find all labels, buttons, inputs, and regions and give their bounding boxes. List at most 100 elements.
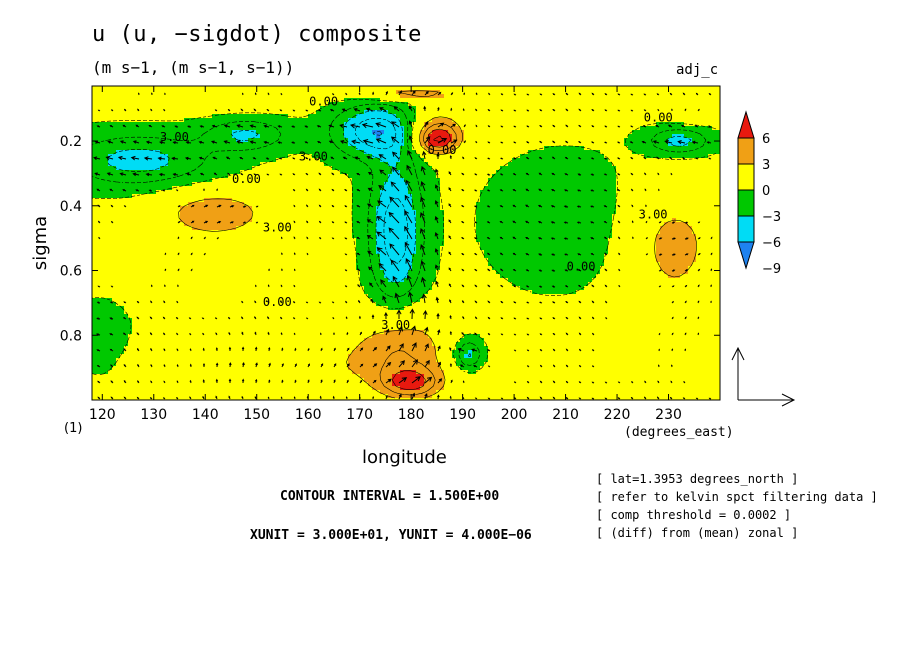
field-cell	[616, 202, 621, 207]
field-cell	[132, 166, 137, 171]
field-cell	[452, 146, 457, 151]
field-cell	[692, 162, 697, 167]
field-cell	[148, 114, 153, 119]
field-cell	[544, 130, 549, 135]
field-cell	[564, 202, 569, 207]
field-cell	[384, 186, 389, 191]
field-cell	[532, 150, 537, 155]
field-cell	[488, 190, 493, 195]
field-cell	[120, 162, 125, 167]
field-cell	[504, 86, 509, 91]
field-cell	[688, 102, 693, 107]
field-cell	[676, 122, 681, 127]
field-cell	[208, 122, 213, 127]
field-cell	[208, 86, 213, 91]
field-cell	[124, 206, 129, 211]
field-cell	[212, 94, 217, 99]
field-cell	[204, 126, 209, 131]
field-cell	[188, 162, 193, 167]
field-cell	[144, 154, 149, 159]
field-cell	[296, 210, 301, 215]
field-cell	[168, 106, 173, 111]
field-cell	[700, 170, 705, 175]
field-cell	[92, 170, 97, 175]
field-cell	[504, 134, 509, 139]
field-cell	[276, 150, 281, 155]
field-cell	[292, 134, 297, 139]
field-cell	[488, 142, 493, 147]
field-cell	[676, 146, 681, 151]
field-cell	[536, 174, 541, 179]
field-cell	[480, 186, 485, 191]
field-cell	[212, 150, 217, 155]
field-cell	[592, 146, 597, 151]
field-cell	[396, 198, 401, 203]
field-cell	[608, 90, 613, 95]
field-cell	[116, 178, 121, 183]
field-cell	[136, 110, 141, 115]
field-cell	[136, 202, 141, 207]
field-cell	[608, 110, 613, 115]
field-cell	[664, 86, 669, 91]
field-cell	[260, 118, 265, 123]
field-cell	[112, 114, 117, 119]
field-cell	[304, 210, 309, 215]
field-cell	[588, 206, 593, 211]
field-cell	[104, 86, 109, 91]
field-cell	[300, 98, 305, 103]
field-cell	[504, 106, 509, 111]
field-cell	[196, 194, 201, 199]
field-cell	[568, 146, 573, 151]
field-cell	[560, 202, 565, 207]
field-cell	[148, 138, 153, 143]
field-cell	[392, 118, 397, 123]
field-cell	[624, 170, 629, 175]
field-cell	[160, 154, 165, 159]
field-cell	[240, 94, 245, 99]
field-cell	[572, 130, 577, 135]
field-cell	[636, 166, 641, 171]
field-cell	[616, 98, 621, 103]
field-cell	[496, 122, 501, 127]
field-cell	[256, 90, 261, 95]
field-cell	[708, 118, 713, 123]
field-cell	[580, 166, 585, 171]
field-cell	[348, 126, 353, 131]
field-cell	[656, 178, 661, 183]
field-cell	[672, 178, 677, 183]
field-cell	[520, 126, 525, 131]
field-cell	[120, 134, 125, 139]
field-cell	[240, 186, 245, 191]
field-cell	[252, 186, 257, 191]
field-cell	[588, 94, 593, 99]
field-cell	[656, 118, 661, 123]
field-cell	[540, 186, 545, 191]
field-cell	[320, 178, 325, 183]
field-cell	[700, 86, 705, 91]
field-cell	[692, 102, 697, 107]
field-cell	[348, 122, 353, 127]
field-cell	[372, 86, 377, 91]
field-cell	[204, 186, 209, 191]
field-cell	[336, 106, 341, 111]
field-cell	[688, 154, 693, 159]
field-cell	[604, 118, 609, 123]
field-cell	[560, 182, 565, 187]
field-cell	[612, 114, 617, 119]
field-cell	[256, 186, 261, 191]
field-cell	[568, 166, 573, 171]
field-cell	[512, 150, 517, 155]
field-cell	[512, 114, 517, 119]
field-cell	[452, 194, 457, 199]
field-cell	[544, 106, 549, 111]
field-cell	[92, 146, 97, 151]
field-cell	[536, 158, 541, 163]
field-cell	[660, 94, 665, 99]
field-cell	[548, 130, 553, 135]
field-cell	[592, 106, 597, 111]
field-cell	[184, 166, 189, 171]
field-cell	[104, 110, 109, 115]
field-cell	[708, 166, 713, 171]
field-cell	[136, 198, 141, 203]
field-cell	[256, 94, 261, 99]
